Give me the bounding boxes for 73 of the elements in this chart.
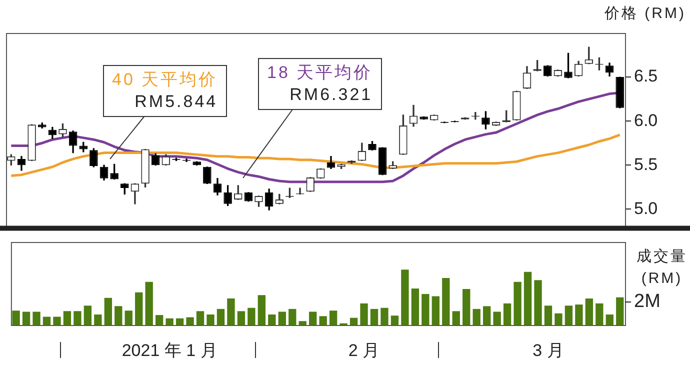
bar [554, 313, 562, 325]
text: 18 天平均价 [267, 62, 373, 84]
bar [206, 314, 214, 325]
annotation: RM5.844 [134, 91, 218, 113]
y-tick-label: 5.5 [634, 154, 658, 174]
annotation: RM6.321 [288, 84, 373, 106]
bar [84, 306, 92, 325]
bar [94, 314, 102, 325]
bar [22, 312, 30, 325]
y-axis-title: 成交量 (RM) [636, 247, 688, 289]
bar [585, 298, 594, 325]
bar [196, 311, 204, 325]
bar [186, 317, 194, 325]
bar [503, 303, 512, 325]
bar [104, 298, 112, 325]
bar [422, 294, 430, 325]
bar [390, 316, 399, 325]
bar [564, 306, 573, 325]
bar [575, 304, 583, 325]
y-tick-label: 6.0 [634, 110, 658, 130]
bar [596, 303, 604, 325]
bar [53, 316, 61, 325]
bar [606, 314, 614, 325]
bar [350, 318, 358, 325]
bar [329, 310, 338, 325]
bar [493, 312, 501, 325]
bar [432, 296, 440, 325]
bar [63, 311, 72, 325]
bar [268, 314, 276, 325]
bar [472, 308, 480, 325]
bar [42, 316, 51, 325]
bar [482, 306, 491, 325]
bar [319, 316, 327, 325]
bar [166, 318, 174, 325]
bar [248, 308, 256, 325]
bar [176, 318, 184, 325]
text: 2M [634, 291, 660, 312]
bar [227, 298, 235, 325]
bar [411, 288, 420, 325]
bar [74, 311, 82, 325]
bar [288, 308, 296, 325]
bar [155, 315, 164, 325]
bar [452, 311, 460, 325]
text: 40 天平均价 [112, 69, 218, 91]
x-tick-label: 3 月 [532, 340, 564, 360]
bar [12, 310, 20, 325]
bar [216, 308, 225, 325]
bar [135, 292, 143, 325]
y-tick-label: 6.5 [634, 66, 658, 86]
bar [462, 289, 470, 325]
bar [145, 282, 153, 325]
bar [514, 282, 522, 325]
bar [32, 312, 40, 325]
bar [442, 278, 450, 325]
bar [237, 311, 246, 325]
y-tick-label: 5.0 [634, 198, 658, 218]
bar [278, 312, 286, 325]
bar [309, 312, 317, 325]
bar [380, 308, 388, 325]
bar [360, 303, 368, 325]
bar [298, 321, 306, 325]
bar [258, 295, 266, 325]
bar [114, 306, 122, 325]
x-tick-label: 2 月 [348, 340, 380, 360]
bar [534, 280, 542, 325]
bar [370, 308, 378, 325]
bar [401, 270, 409, 325]
bar [124, 310, 132, 325]
bar [544, 306, 552, 325]
bar [616, 297, 624, 325]
y-axis-title: 价格 (RM) [604, 4, 686, 23]
bar [524, 272, 532, 325]
x-tick-label: 2021 年 1 月 [122, 340, 218, 360]
